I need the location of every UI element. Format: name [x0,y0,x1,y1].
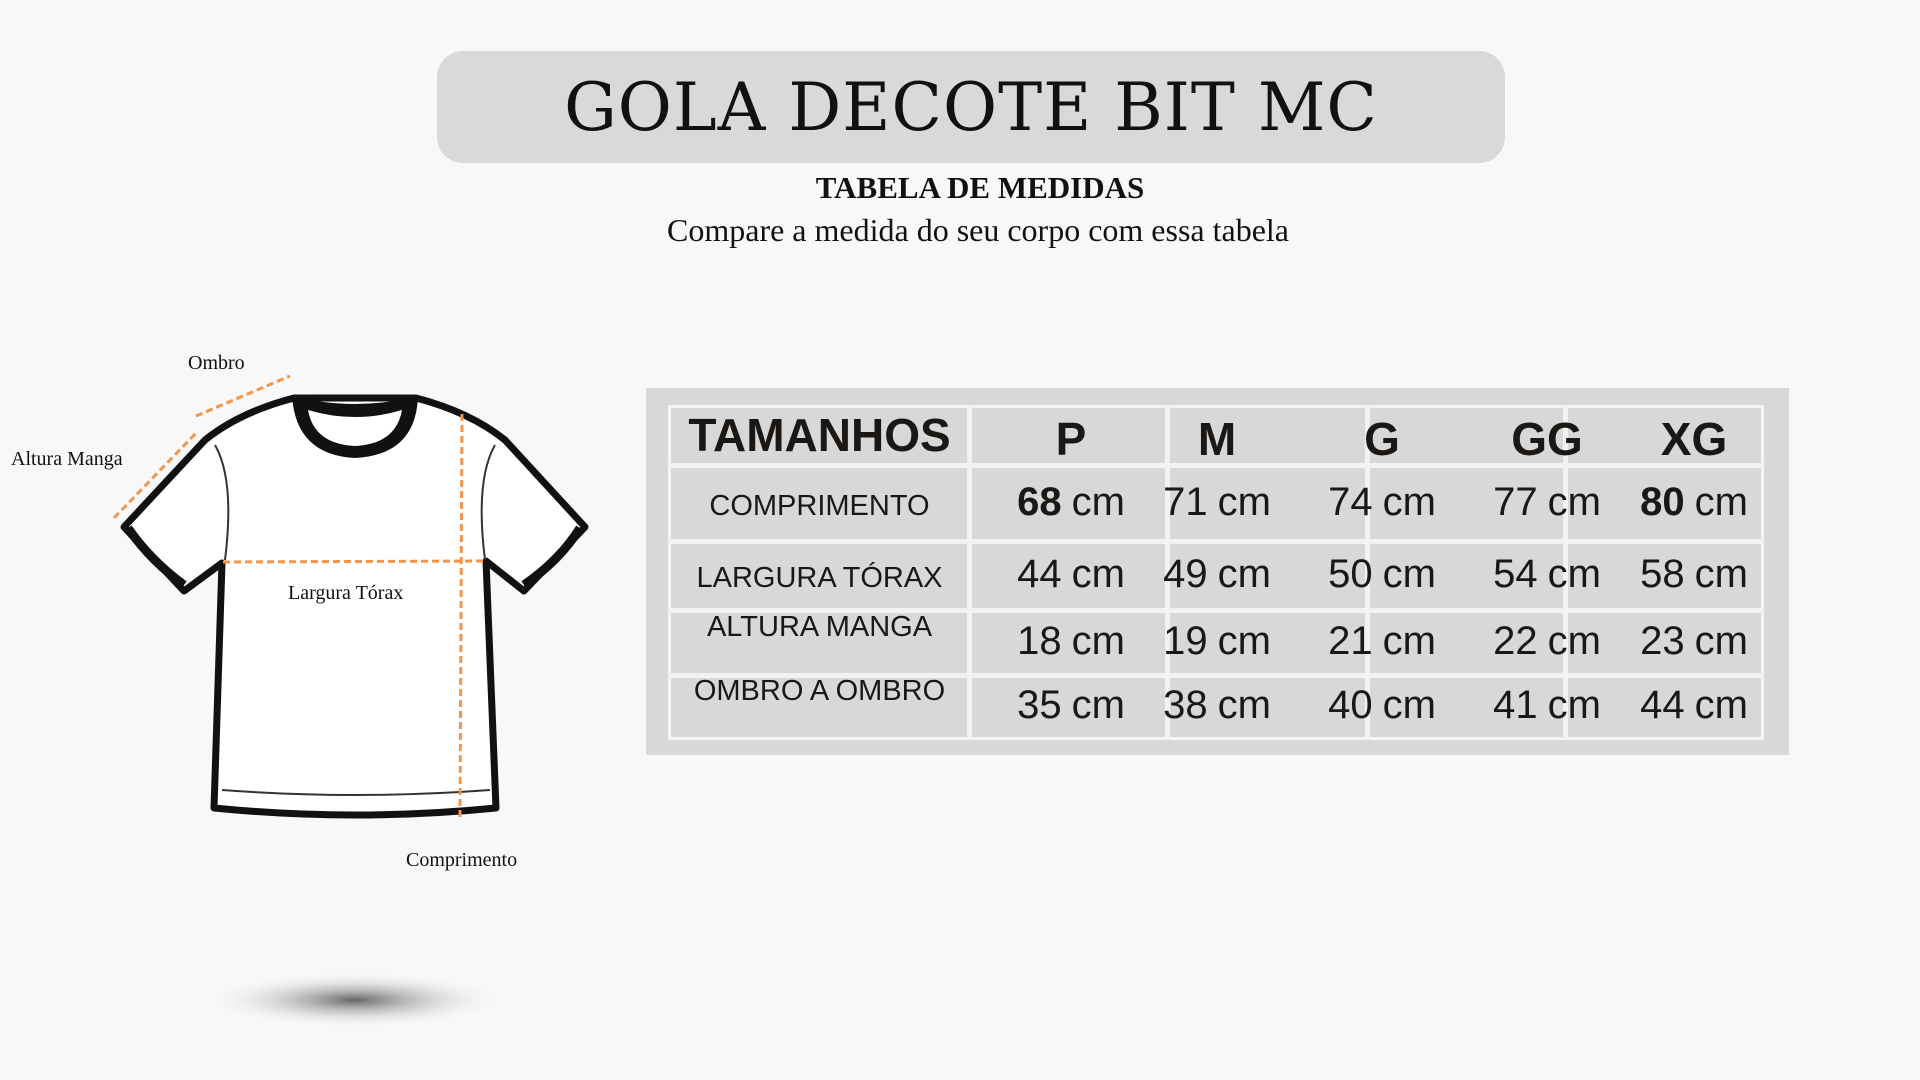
measurement-value: 38 [1163,682,1208,727]
divider [668,673,1764,678]
unit: cm [1071,552,1125,596]
measurement-cell: 50 cm [1302,540,1462,609]
length-measure [458,413,464,819]
unit: cm [1217,682,1271,727]
measurement-cell: 77 cm [1467,464,1627,540]
length-label: Comprimento [406,849,518,871]
measurement-value: 54 [1493,552,1538,596]
divider [967,405,972,740]
measurement-value: 22 [1493,619,1538,663]
table-subtitle: TABELA DE MEDIDAS [815,170,1145,205]
measurement-value: 18 [1017,619,1062,663]
measurement-cell: 23 cm [1614,609,1774,674]
title-banner: GOLA DECOTE BIT MC [437,51,1505,163]
measurement-cell: 58 cm [1614,540,1774,609]
unit: cm [1217,552,1271,596]
unit: cm [1547,619,1601,663]
row-label: ALTURA MANGA [706,611,933,643]
row-label: OMBRO A OMBRO [693,674,946,707]
measurement-value: 50 [1328,552,1373,596]
table-border [668,405,1764,740]
measurement-cell: 68 cm [991,464,1151,540]
tshirt-outline [120,394,589,819]
measurement-cell: 35 cm [991,674,1151,736]
size-header-m: M [1197,413,1237,465]
measurement-value: 58 [1640,552,1685,596]
measurement-cell: 18 cm [991,609,1151,674]
table-header-sizes: TAMANHOS [688,409,951,461]
page-title: GOLA DECOTE BIT MC [564,68,1378,146]
divider [668,608,1764,613]
measurement-cell: 38 cm [1137,674,1297,736]
divider [1563,405,1568,740]
measurement-cell: 41 cm [1467,674,1627,736]
shoulder-label: Ombro [188,352,245,374]
measurement-value: 74 [1328,479,1373,524]
row-label: LARGURA TÓRAX [696,562,943,594]
unit: cm [1071,619,1125,663]
measurement-value: 19 [1163,619,1208,663]
unit: cm [1547,552,1601,596]
table-description: Compare a medida do seu corpo com essa t… [667,212,1289,248]
unit: cm [1382,552,1436,596]
size-header-gg: GG [1511,413,1583,465]
measurement-value: 80 [1640,479,1685,524]
measurement-cell: 80 cm [1614,464,1774,540]
sleeve-label: Altura Manga [11,448,123,470]
shadow [205,972,505,1028]
size-table [646,388,1789,755]
unit: cm [1547,682,1601,727]
measurement-cell: 40 cm [1302,674,1462,736]
measurement-cell: 44 cm [1614,674,1774,736]
unit: cm [1694,552,1748,596]
divider [1165,405,1170,740]
measurement-value: 49 [1163,552,1208,596]
measurement-cell: 54 cm [1467,540,1627,609]
row-label: COMPRIMENTO [709,489,930,522]
unit: cm [1382,479,1436,524]
measurement-cell: 19 cm [1137,609,1297,674]
measurement-cell: 74 cm [1302,464,1462,540]
unit: cm [1547,479,1601,524]
measurement-value: 71 [1163,479,1208,524]
unit: cm [1382,682,1436,727]
measurement-value: 68 [1017,479,1062,524]
measurement-cell: 21 cm [1302,609,1462,674]
unit: cm [1071,479,1125,524]
measurement-cell: 49 cm [1137,540,1297,609]
measurement-value: 23 [1640,619,1685,663]
sleeve-measure [112,429,200,520]
size-header-g: G [1364,413,1400,465]
measurement-cell: 22 cm [1467,609,1627,674]
unit: cm [1217,479,1271,524]
measurement-cell: 44 cm [991,540,1151,609]
unit: cm [1217,619,1271,663]
unit: cm [1694,479,1748,524]
shoulder-measure [195,374,291,418]
measurement-value: 44 [1640,682,1685,727]
divider [668,463,1764,468]
measurement-value: 41 [1493,682,1538,727]
unit: cm [1071,682,1125,727]
unit: cm [1694,682,1748,727]
unit: cm [1382,619,1436,663]
measurement-value: 44 [1017,552,1062,596]
unit: cm [1694,619,1748,663]
measurement-value: 40 [1328,682,1373,727]
measurement-value: 77 [1493,479,1538,524]
divider [668,539,1764,544]
divider [1365,405,1370,740]
measurement-value: 35 [1017,682,1062,727]
measurement-value: 21 [1328,619,1373,663]
chest-label: Largura Tórax [288,582,404,604]
size-header-xg: XG [1660,413,1728,465]
size-header-p: P [1055,413,1087,465]
measurement-cell: 71 cm [1137,464,1297,540]
